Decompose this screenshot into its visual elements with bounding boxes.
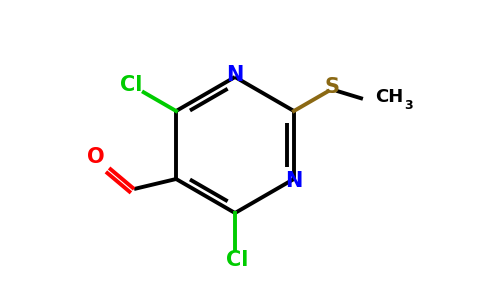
Text: N: N <box>285 171 302 191</box>
Text: O: O <box>87 147 105 167</box>
Text: N: N <box>227 65 243 85</box>
Text: Cl: Cl <box>120 75 142 95</box>
Text: S: S <box>325 77 340 97</box>
Text: CH: CH <box>375 88 403 106</box>
Text: Cl: Cl <box>226 250 248 270</box>
Text: 3: 3 <box>404 99 413 112</box>
